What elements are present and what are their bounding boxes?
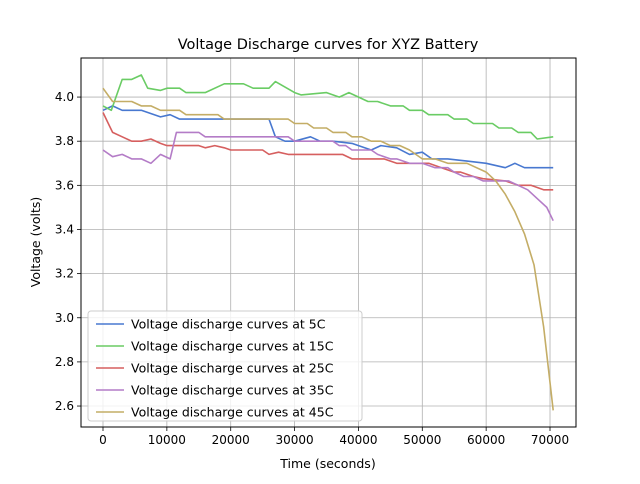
legend: Voltage discharge curves at 5C Voltage di… [87,310,363,422]
legend-label-4: Voltage discharge curves at 45C [131,405,334,420]
y-axis-label: Voltage (volts) [28,197,43,288]
chart-title: Voltage Discharge curves for XYZ Battery [178,37,479,53]
legend-label-3: Voltage discharge curves at 35C [131,383,334,398]
y-tick-label: 3.0 [55,311,74,325]
series-line-1 [102,74,554,140]
y-tick-label: 3.4 [55,222,74,236]
series-line-3 [102,131,554,222]
x-tick-label: 30000 [275,433,313,447]
legend-label-2: Voltage discharge curves at 25C [131,361,334,376]
y-tick-label: 3.8 [55,134,74,148]
x-ticks: 0 10000 20000 30000 40000 50000 60000 70000 [99,427,569,447]
x-tick-label: 40000 [339,433,377,447]
x-tick-label: 0 [99,433,107,447]
x-tick-label: 50000 [403,433,441,447]
x-tick-label: 10000 [148,433,186,447]
y-tick-label: 3.6 [55,178,74,192]
legend-label-1: Voltage discharge curves at 15C [131,339,334,354]
axes-frame [80,57,577,428]
x-axis-label: Time (seconds) [279,456,375,471]
legend-label-0: Voltage discharge curves at 5C [131,317,326,332]
x-tick-label: 70000 [531,433,569,447]
y-tick-label: 2.8 [55,355,74,369]
y-tick-label: 4.0 [55,90,74,104]
series-lines [102,74,554,411]
x-tick-label: 60000 [467,433,505,447]
x-tick-label: 20000 [212,433,250,447]
series-line-2 [102,112,554,191]
y-tick-label: 2.6 [55,399,74,413]
y-ticks: 2.6 2.8 3.0 3.2 3.4 3.6 3.8 4.0 [55,90,81,413]
legend-box [87,310,363,422]
series-line-4 [102,87,554,411]
y-tick-label: 3.2 [55,267,74,281]
